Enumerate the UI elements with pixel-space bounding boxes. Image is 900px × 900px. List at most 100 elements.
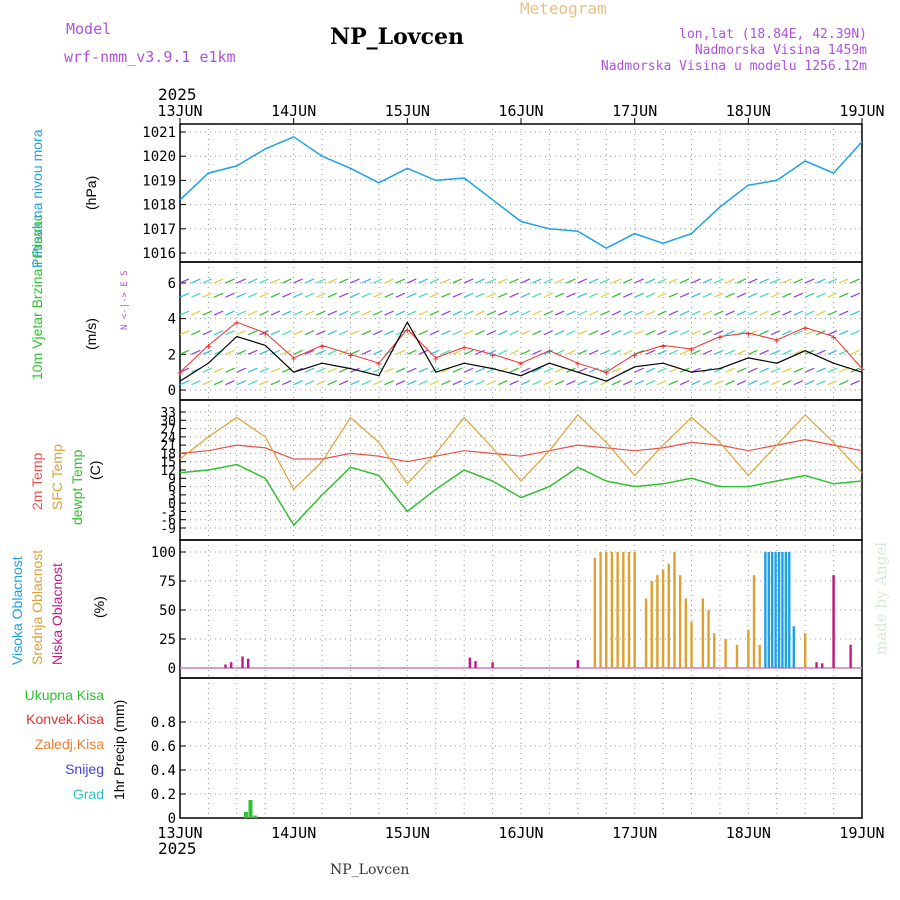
wind-barb bbox=[327, 349, 338, 355]
wind-compass: N <-|-> E S bbox=[120, 270, 130, 330]
wind-barb bbox=[498, 310, 508, 316]
wind-barb bbox=[645, 367, 656, 373]
wind-barb bbox=[350, 292, 360, 298]
wind-barb bbox=[691, 380, 701, 386]
wind-barb bbox=[839, 278, 849, 284]
wind-barb bbox=[748, 330, 758, 336]
wind-barb bbox=[554, 310, 565, 316]
cloud-bar bbox=[701, 598, 705, 668]
wind-barb bbox=[327, 380, 338, 386]
wind-barb bbox=[350, 349, 360, 355]
wind-barb bbox=[645, 310, 656, 316]
wind-barb bbox=[282, 380, 292, 386]
wind-barb bbox=[509, 278, 519, 284]
y-tick-label: 33 bbox=[160, 406, 176, 421]
temp-sfc-line bbox=[179, 413, 863, 491]
wind-barb bbox=[782, 367, 792, 373]
wind-barb bbox=[804, 292, 815, 298]
y-tick-label: 12 bbox=[160, 464, 176, 479]
wind-barb bbox=[600, 349, 610, 355]
wind-barb bbox=[623, 349, 633, 355]
wind-barb bbox=[566, 380, 576, 386]
wind-barb bbox=[361, 349, 372, 355]
y-tick-label: 75 bbox=[159, 574, 176, 590]
wind-barb bbox=[247, 330, 258, 336]
wind-barb bbox=[725, 367, 735, 373]
wind-barb bbox=[566, 330, 576, 336]
cloud-bar bbox=[815, 662, 818, 668]
wind-barb bbox=[645, 292, 656, 298]
wind-barb bbox=[816, 380, 826, 386]
wind-barb bbox=[270, 292, 281, 298]
precip-bar bbox=[248, 800, 253, 818]
wind-barb bbox=[770, 292, 781, 298]
cloud-bar bbox=[792, 626, 795, 668]
wind-barb bbox=[338, 292, 349, 298]
pressure-ylabel: Pritisak na nivou mora bbox=[29, 129, 45, 268]
wind-barb bbox=[213, 292, 224, 298]
wind-barb bbox=[327, 310, 338, 316]
cloud-bar bbox=[656, 575, 659, 668]
wind-max-marker: + bbox=[575, 359, 581, 370]
wind-barb bbox=[623, 278, 633, 284]
wind-barb bbox=[441, 278, 451, 284]
wind-barb bbox=[202, 278, 212, 284]
y-tick-label: 0.4 bbox=[151, 763, 176, 779]
cloud-bar bbox=[747, 629, 750, 668]
wind-barb bbox=[679, 278, 690, 284]
wind-barb bbox=[452, 380, 463, 386]
cloud-bar bbox=[622, 552, 625, 668]
wind-barb bbox=[429, 292, 440, 298]
wind-barb bbox=[702, 380, 713, 386]
wind-max-marker: + bbox=[518, 359, 524, 370]
wind-barb bbox=[850, 349, 860, 355]
wind-barb bbox=[236, 367, 247, 373]
wind-barb bbox=[748, 292, 758, 298]
wind-barb bbox=[713, 278, 724, 284]
wind-barb bbox=[452, 292, 463, 298]
wind-barb bbox=[463, 292, 474, 298]
wind-barb bbox=[588, 330, 599, 336]
wind-barb bbox=[725, 310, 735, 316]
cloud-bar bbox=[667, 563, 670, 668]
product-title: Meteogram bbox=[520, 0, 607, 18]
wind-barb bbox=[816, 367, 826, 373]
wind-barb bbox=[498, 278, 508, 284]
wind-barb bbox=[293, 278, 303, 284]
wind-barb bbox=[839, 330, 849, 336]
wind-barb bbox=[577, 310, 588, 316]
wind-max-marker: + bbox=[291, 354, 297, 365]
wind-barb bbox=[679, 310, 690, 316]
wind-barb bbox=[804, 330, 815, 336]
wind-barb bbox=[441, 310, 451, 316]
cloud-bar bbox=[832, 575, 835, 668]
y-tick-label: 0 bbox=[168, 383, 176, 399]
wind-barb bbox=[793, 349, 804, 355]
wind-barb bbox=[804, 310, 815, 316]
wind-barb bbox=[191, 330, 201, 336]
wind-barb bbox=[304, 310, 315, 316]
wind-barb bbox=[748, 278, 758, 284]
wind-barb bbox=[338, 367, 349, 373]
wind-barb bbox=[293, 292, 303, 298]
model-name: wrf-nmm_v3.9.1 e1km bbox=[64, 48, 236, 66]
wind-barb bbox=[657, 380, 667, 386]
y-tick-label: -6 bbox=[160, 514, 176, 529]
wind-barb bbox=[418, 330, 428, 336]
wind-barb bbox=[304, 380, 315, 386]
cloud-bar bbox=[224, 664, 227, 668]
wind-barb bbox=[293, 310, 303, 316]
wind-barb bbox=[713, 367, 724, 373]
wind-barb bbox=[338, 310, 349, 316]
wind-barb bbox=[441, 349, 451, 355]
wind-barb bbox=[850, 330, 860, 336]
wind-barb bbox=[543, 292, 553, 298]
wind-barb bbox=[702, 330, 713, 336]
cloud-ylabel-high: Visoka Oblacnost bbox=[9, 556, 25, 665]
wind-barb bbox=[520, 278, 531, 284]
wind-barb bbox=[350, 330, 360, 336]
y-tick-label: -3 bbox=[160, 505, 176, 520]
wind-max-marker: + bbox=[802, 324, 808, 335]
wind-barb bbox=[816, 310, 826, 316]
